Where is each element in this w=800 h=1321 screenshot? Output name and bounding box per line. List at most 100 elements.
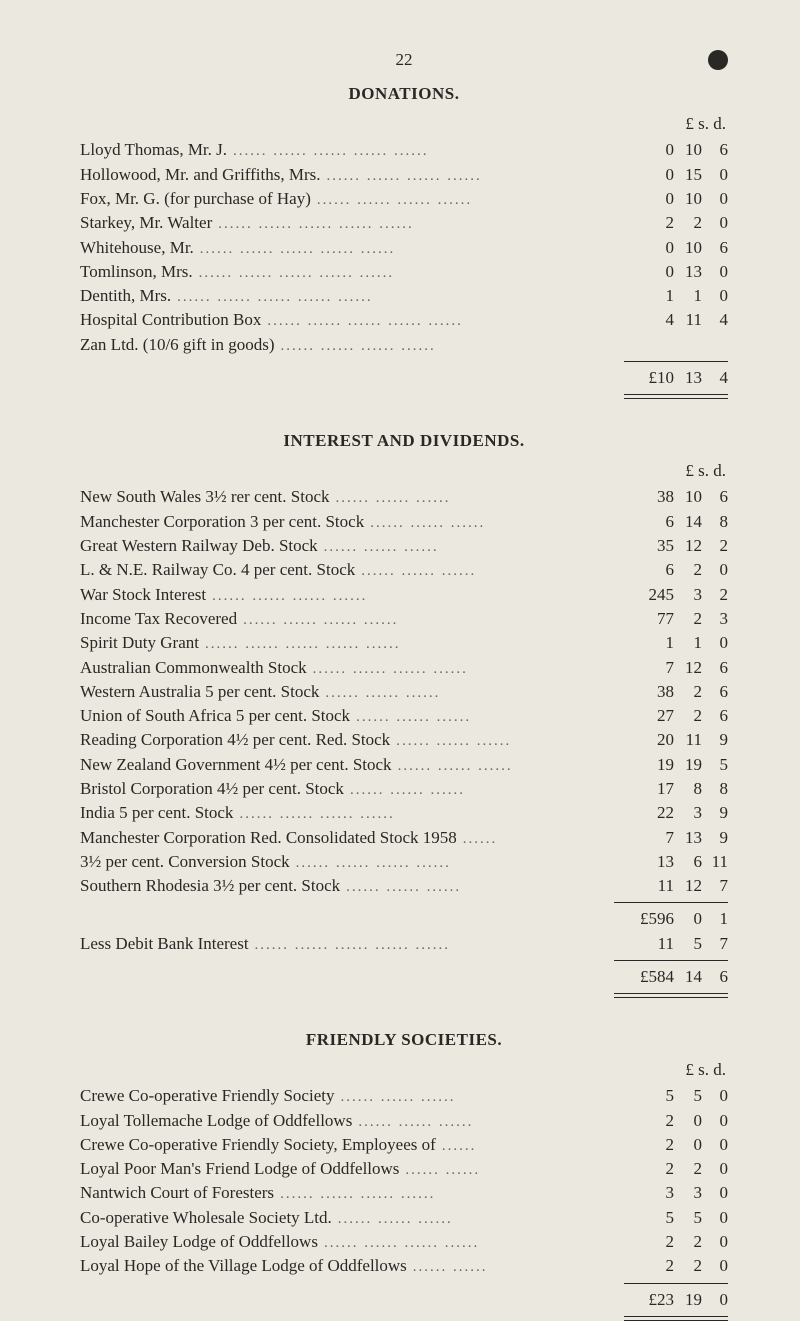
- leader-dots: ......: [436, 1136, 630, 1157]
- row-label: Reading Corporation 4½ per cent. Red. St…: [80, 728, 390, 752]
- table-row: Great Western Railway Deb. Stock...... .…: [80, 534, 728, 558]
- leader-dots: ...... ...... ...... ......: [318, 1233, 630, 1254]
- row-label: Union of South Africa 5 per cent. Stock: [80, 704, 350, 728]
- leader-dots: ...... ...... ...... ...... ......: [193, 263, 630, 284]
- row-amount: 220: [630, 1157, 728, 1181]
- row-amount: 35122: [620, 534, 728, 558]
- rule: [624, 361, 728, 362]
- row-label: War Stock Interest: [80, 583, 206, 607]
- row-amount: 220: [630, 211, 728, 235]
- table-row: Hollowood, Mr. and Griffiths, Mrs.......…: [80, 163, 728, 187]
- table-row: Manchester Corporation 3 per cent. Stock…: [80, 510, 728, 534]
- table-row: Bristol Corporation 4½ per cent. Stock..…: [80, 777, 728, 801]
- row-amount: 550: [630, 1084, 728, 1108]
- row-label: Great Western Railway Deb. Stock: [80, 534, 318, 558]
- table-row: Starkey, Mr. Walter...... ...... ...... …: [80, 211, 728, 235]
- row-label: India 5 per cent. Stock: [80, 801, 233, 825]
- row-label: Western Australia 5 per cent. Stock: [80, 680, 319, 704]
- row-amount: 7139: [620, 826, 728, 850]
- table-row: Lloyd Thomas, Mr. J....... ...... ......…: [80, 138, 728, 162]
- row-amount: 1157: [620, 932, 728, 956]
- leader-dots: ...... ...... ......: [332, 1209, 630, 1230]
- table-row: Crewe Co-operative Friendly Society, Emp…: [80, 1133, 728, 1157]
- row-amount: 7723: [620, 607, 728, 631]
- table-row: Union of South Africa 5 per cent. Stock.…: [80, 704, 728, 728]
- page: 22 DONATIONS. £ s. d. Lloyd Thomas, Mr. …: [0, 0, 800, 1272]
- row-label: Loyal Poor Man's Friend Lodge of Oddfell…: [80, 1157, 399, 1181]
- row-label: Loyal Bailey Lodge of Oddfellows: [80, 1230, 318, 1254]
- row-amount: 110: [620, 631, 728, 655]
- leader-dots: ...... ...... ...... ...... ......: [171, 287, 630, 308]
- row-label: Co-operative Wholesale Society Ltd.: [80, 1206, 332, 1230]
- row-amount: 220: [630, 1254, 728, 1278]
- leader-dots: ......: [457, 829, 620, 850]
- leader-dots: ...... ...... ...... ...... ......: [261, 311, 630, 332]
- table-row: Nantwich Court of Foresters...... ......…: [80, 1181, 728, 1205]
- table-row: 3½ per cent. Conversion Stock...... ....…: [80, 850, 728, 874]
- table-row: Income Tax Recovered...... ...... ......…: [80, 607, 728, 631]
- row-amount: 200: [630, 1133, 728, 1157]
- leader-dots: ...... ...... ...... ......: [274, 1184, 630, 1205]
- currency-header: £ s. d.: [80, 459, 728, 483]
- row-amount: 6148: [620, 510, 728, 534]
- currency-header: £ s. d.: [80, 1058, 728, 1082]
- leader-dots: ...... ...... ......: [344, 780, 620, 801]
- table-row: Whitehouse, Mr....... ...... ...... ....…: [80, 236, 728, 260]
- table-row: War Stock Interest...... ...... ...... .…: [80, 583, 728, 607]
- row-amount: 220: [630, 1230, 728, 1254]
- rule: [624, 1283, 728, 1284]
- table-row: New Zealand Government 4½ per cent. Stoc…: [80, 753, 728, 777]
- table-row: Southern Rhodesia 3½ per cent. Stock....…: [80, 874, 728, 898]
- leader-dots: ...... ......: [407, 1257, 630, 1278]
- row-amount: 0106: [630, 236, 728, 260]
- rule: [614, 902, 728, 903]
- row-amount: 7126: [620, 656, 728, 680]
- leader-dots: ...... ...... ...... ......: [311, 190, 630, 211]
- row-label: Bristol Corporation 4½ per cent. Stock: [80, 777, 344, 801]
- row-label: Hollowood, Mr. and Griffiths, Mrs.: [80, 163, 321, 187]
- row-amount: 0100: [630, 187, 728, 211]
- row-label: Loyal Tollemache Lodge of Oddfellows: [80, 1109, 352, 1133]
- row-label: Crewe Co-operative Friendly Society, Emp…: [80, 1133, 436, 1157]
- interest-title: INTEREST AND DIVIDENDS.: [80, 429, 728, 453]
- table-row: Reading Corporation 4½ per cent. Red. St…: [80, 728, 728, 752]
- leader-dots: ...... ...... ......: [364, 513, 620, 534]
- row-amount: 13611: [620, 850, 728, 874]
- friendly-title: FRIENDLY SOCIETIES.: [80, 1028, 728, 1052]
- leader-dots: ...... ...... ......: [340, 877, 620, 898]
- double-rule: [614, 993, 728, 998]
- row-amount: 1788: [620, 777, 728, 801]
- row-label: Fox, Mr. G. (for purchase of Hay): [80, 187, 311, 211]
- row-amount: 20119: [620, 728, 728, 752]
- leader-dots: ...... ...... ......: [330, 488, 621, 509]
- leader-dots: ...... ...... ...... ......: [275, 336, 630, 357]
- row-amount: 620: [620, 558, 728, 582]
- leader-dots: ...... ...... ......: [350, 707, 620, 728]
- table-row: New South Wales 3½ rer cent. Stock......…: [80, 485, 728, 509]
- row-label: New Zealand Government 4½ per cent. Stoc…: [80, 753, 392, 777]
- total-row: £584146: [80, 965, 728, 989]
- row-amount: 19195: [620, 753, 728, 777]
- leader-dots: ...... ......: [399, 1160, 630, 1181]
- row-amount: 0106: [630, 138, 728, 162]
- row-amount: 550: [630, 1206, 728, 1230]
- row-label: L. & N.E. Railway Co. 4 per cent. Stock: [80, 558, 355, 582]
- leader-dots: ...... ...... ...... ......: [321, 166, 630, 187]
- leader-dots: ...... ...... ...... ......: [233, 804, 620, 825]
- row-label: New South Wales 3½ rer cent. Stock: [80, 485, 330, 509]
- row-label: Manchester Corporation Red. Consolidated…: [80, 826, 457, 850]
- row-label: Dentith, Mrs.: [80, 284, 171, 308]
- leader-dots: ...... ...... ...... ...... ......: [227, 141, 630, 162]
- table-row: India 5 per cent. Stock...... ...... ...…: [80, 801, 728, 825]
- table-row: Spirit Duty Grant...... ...... ...... ..…: [80, 631, 728, 655]
- leader-dots: ...... ...... ......: [390, 731, 620, 752]
- table-row: Co-operative Wholesale Society Ltd......…: [80, 1206, 728, 1230]
- row-label: Loyal Hope of the Village Lodge of Oddfe…: [80, 1254, 407, 1278]
- row-label: Whitehouse, Mr.: [80, 236, 194, 260]
- row-label: Nantwich Court of Foresters: [80, 1181, 274, 1205]
- row-amount: 3826: [620, 680, 728, 704]
- table-row: Zan Ltd. (10/6 gift in goods)...... ....…: [80, 333, 728, 357]
- table-row: Australian Commonwealth Stock...... ....…: [80, 656, 728, 680]
- row-label: Starkey, Mr. Walter: [80, 211, 212, 235]
- interest-total: £584146: [620, 965, 728, 989]
